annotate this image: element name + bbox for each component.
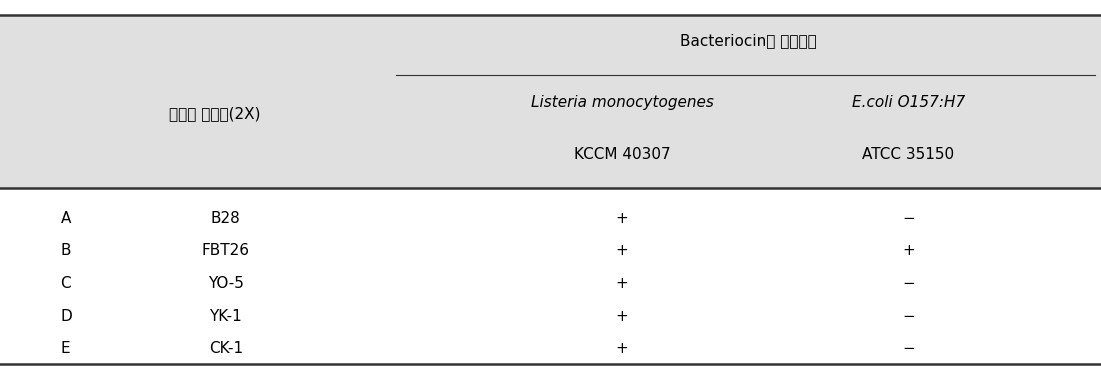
Text: KCCM 40307: KCCM 40307 <box>574 147 671 162</box>
Text: E.coli O157:H7: E.coli O157:H7 <box>852 95 964 110</box>
Text: +: + <box>615 276 629 291</box>
Text: +: + <box>902 243 915 258</box>
Text: Listeria monocytogenes: Listeria monocytogenes <box>531 95 713 110</box>
Text: +: + <box>615 211 629 226</box>
Text: +: + <box>615 243 629 258</box>
Text: YO-5: YO-5 <box>208 276 243 291</box>
Text: A: A <box>61 211 70 226</box>
Text: −: − <box>902 276 915 291</box>
Text: Bacteriocin의 항균활성: Bacteriocin의 항균활성 <box>680 34 817 48</box>
Text: C: C <box>61 276 72 291</box>
Text: −: − <box>902 341 915 356</box>
Text: −: − <box>902 308 915 324</box>
Text: FBT26: FBT26 <box>201 243 250 258</box>
Text: ATCC 35150: ATCC 35150 <box>862 147 955 162</box>
Text: 분리주 상등액(2X): 분리주 상등액(2X) <box>168 106 261 121</box>
Text: +: + <box>615 341 629 356</box>
Text: YK-1: YK-1 <box>209 308 242 324</box>
Text: D: D <box>61 308 73 324</box>
Text: B: B <box>61 243 72 258</box>
Bar <box>0 15 1101 188</box>
Text: +: + <box>615 308 629 324</box>
Text: E: E <box>61 341 70 356</box>
Text: CK-1: CK-1 <box>209 341 242 356</box>
Text: B28: B28 <box>210 211 241 226</box>
Text: −: − <box>902 211 915 226</box>
